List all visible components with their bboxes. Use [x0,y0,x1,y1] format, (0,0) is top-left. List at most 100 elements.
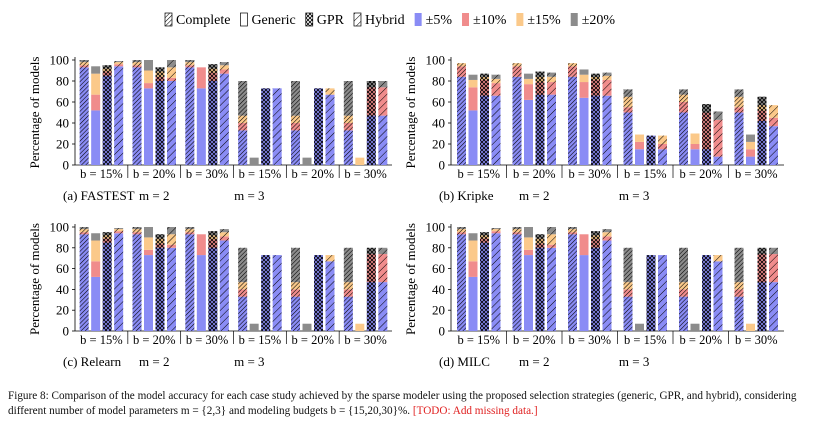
legend-item-5: ±5% [414,13,453,28]
bar-pattern [602,72,612,165]
bar-segment [302,157,312,165]
bar-pattern [114,61,124,165]
bar-pattern [679,89,688,165]
bar-group [623,89,667,165]
bar-segment [635,149,644,165]
bar-pattern [132,227,142,331]
bar-pattern [325,255,335,331]
bar-segment [91,66,101,74]
bar-pattern [734,247,744,331]
budget-label: b = 15% [624,333,666,347]
bar-segment [249,323,259,331]
bar-segment [468,240,478,262]
budget-label: b = 15% [239,333,281,347]
bar-pattern [102,232,112,331]
bar-pattern [646,255,656,331]
bar-pattern [167,227,176,331]
bar-pattern [261,255,271,331]
bar-segment [579,255,589,331]
bar-segment [690,144,700,150]
bar-segment [144,88,153,165]
y-tick-label: 0 [439,324,446,339]
budget-label: b = 30% [569,167,611,181]
bar-segment [468,87,478,111]
budget-label: b = 20% [133,333,175,347]
budget-label: b = 30% [735,333,777,347]
legend-item-10: ±10% [462,13,507,28]
bar-segment [524,99,533,165]
bar-pattern [343,247,353,331]
bar-segment [144,237,153,250]
legend-label: Hybrid [365,13,405,28]
budget-label: b = 20% [680,167,722,181]
bar-group [79,60,124,165]
y-tick-label: 20 [432,137,445,152]
panel-subtitle: (a) FASTEST [63,188,135,203]
legend-swatch [240,12,248,27]
bar-segment [91,240,101,262]
bar-segment [579,97,589,165]
legend-label: ±5% [426,13,453,28]
bar-segment [746,156,755,165]
y-tick-label: 20 [56,303,69,318]
y-tick-label: 40 [432,116,445,131]
bar-segment [746,134,755,142]
bar-pattern [366,247,376,331]
bar-segment [302,323,312,331]
bar-segment [468,233,478,241]
bar-segment [635,323,644,331]
bar-segment [144,83,153,89]
legend-item-Complete: Complete [164,12,230,28]
bar-pattern [155,67,165,165]
bar-pattern [658,135,667,165]
bar-pattern [646,135,656,165]
budget-label: b = 20% [680,333,722,347]
bar-pattern [457,63,466,165]
bar-pattern [366,81,376,165]
y-tick-label: 60 [432,261,445,276]
bar-pattern [291,81,300,165]
bar-pattern [769,105,778,165]
m-label: m = 2 [519,188,549,203]
y-tick-label: 40 [56,282,69,297]
y-tick-label: 40 [432,282,445,297]
bar-pattern [208,64,218,165]
budget-label: b = 20% [513,167,555,181]
m-label: m = 2 [139,354,169,369]
legend-swatch [516,13,524,26]
legend-label: ±15% [527,13,561,28]
bar-pattern [702,104,711,165]
chart-panel-2: 0 20 40 60 80 100 Percentage of models b = 15% b… [403,53,784,203]
bar-group [238,81,282,165]
legend-label: Generic [251,13,295,28]
y-tick-label: 100 [50,220,70,235]
bar-segment [144,227,153,238]
legend-item-Generic: Generic [240,12,296,28]
bar-segment [524,249,533,256]
bar-segment [468,79,478,88]
bar-pattern [272,255,282,331]
bar-pattern [602,229,612,331]
bar-pattern [208,231,218,331]
legend-item-GPR: GPR [305,12,345,28]
legend-swatch-pattern [353,13,361,26]
bar-pattern [291,247,300,331]
bar-segment [144,70,153,84]
bar-segment [579,74,589,83]
y-tick-label: 60 [432,95,445,110]
y-tick-label: 100 [50,53,70,68]
bar-segment [249,157,259,165]
legend-label: GPR [317,13,345,28]
bar-pattern [457,227,466,331]
bar-pattern [713,111,723,165]
bar-pattern [679,247,688,331]
bar-pattern [480,73,489,165]
legend-swatch [414,13,422,26]
budget-label: b = 20% [513,333,555,347]
y-tick-label: 60 [56,261,69,276]
bar-group [79,227,124,331]
bar-group [512,227,556,331]
bar-segment [91,110,101,165]
budget-label: b = 30% [344,333,386,347]
bar-group [623,247,667,331]
